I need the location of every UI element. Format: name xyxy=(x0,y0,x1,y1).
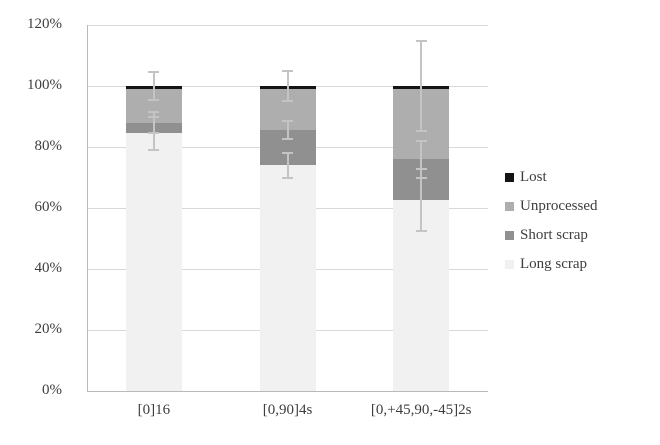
error-bar-line xyxy=(286,152,289,178)
y-axis-line xyxy=(87,25,88,392)
y-tick-label: 0% xyxy=(42,382,62,398)
error-bar-cap-top xyxy=(282,120,293,123)
legend-label: Lost xyxy=(520,169,547,185)
error-bar-cap-top xyxy=(148,115,160,118)
legend-swatch xyxy=(505,173,514,182)
error-bar-cap-bottom xyxy=(282,176,293,179)
legend-item: Short scrap xyxy=(505,221,597,250)
legend-label: Short scrap xyxy=(520,227,588,243)
error-bar-cap-bottom xyxy=(148,98,160,101)
x-axis-line xyxy=(87,391,488,392)
y-tick-label: 40% xyxy=(34,260,63,276)
error-bar-cap-top xyxy=(415,40,427,43)
y-tick-label: 80% xyxy=(34,138,63,154)
legend-item: Long scrap xyxy=(505,250,597,279)
bar-segment xyxy=(125,133,182,391)
error-bar-cap-bottom xyxy=(148,149,160,152)
error-bar-line xyxy=(420,169,423,232)
legend-item: Lost xyxy=(505,163,597,192)
y-tick-label: 120% xyxy=(27,16,62,32)
legend: Lost Unprocessed Short scrap Long scrap xyxy=(505,163,597,279)
error-bar-cap-bottom xyxy=(282,99,293,102)
error-bar-cap-bottom xyxy=(415,129,427,132)
error-bar-cap-bottom xyxy=(148,131,160,134)
y-tick-label: 60% xyxy=(34,199,63,215)
error-bar-cap-top xyxy=(148,71,160,74)
error-bar-line xyxy=(286,71,289,101)
error-bar-cap-bottom xyxy=(282,138,293,141)
error-bar-cap-top xyxy=(282,70,293,73)
legend-swatch xyxy=(505,231,514,240)
error-bar-line xyxy=(420,140,423,178)
legend-item: Unprocessed xyxy=(505,192,597,221)
y-tick-label: 100% xyxy=(27,77,62,93)
error-bar-cap-bottom xyxy=(415,230,427,233)
x-tick-label: [0]16 xyxy=(137,402,171,418)
legend-label: Unprocessed xyxy=(520,198,598,214)
x-tick-label: [0,90]4s xyxy=(262,402,313,418)
error-bar-cap-top xyxy=(148,111,160,114)
error-bar-line xyxy=(152,72,155,100)
y-tick-label: 20% xyxy=(34,321,63,337)
error-bar-cap-top xyxy=(415,139,427,142)
legend-label: Long scrap xyxy=(520,256,588,272)
error-bar-line xyxy=(286,121,289,140)
error-bar-line xyxy=(420,41,423,131)
error-bar-cap-top xyxy=(282,151,293,154)
error-bar-cap-top xyxy=(415,168,427,171)
legend-swatch xyxy=(505,202,514,211)
gridline xyxy=(87,25,488,26)
legend-swatch xyxy=(505,260,514,269)
x-tick-label: [0,+45,90,-45]2s xyxy=(370,402,472,418)
bar-segment xyxy=(259,165,316,391)
error-bar-cap-bottom xyxy=(415,176,427,179)
